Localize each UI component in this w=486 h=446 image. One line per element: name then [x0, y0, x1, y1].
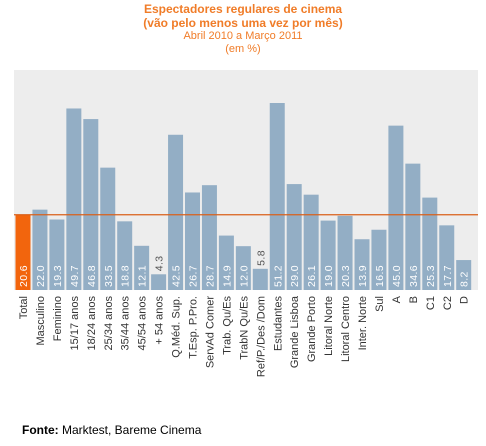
- value-label-6: 18.8: [120, 265, 132, 287]
- bar-25: [439, 225, 455, 290]
- bar-1: [32, 209, 48, 290]
- category-label-7: 45/54 anos: [137, 296, 149, 351]
- value-label-20: 13.9: [357, 265, 369, 287]
- value-label-13: 12.0: [238, 265, 250, 287]
- bar-12: [218, 235, 234, 290]
- value-label-15: 51.2: [272, 265, 284, 287]
- value-label-24: 25.3: [425, 265, 437, 287]
- value-label-10: 26.7: [188, 265, 200, 287]
- category-label-13: TrabN Qu/Es: [238, 296, 250, 360]
- category-label-21: Sul: [374, 296, 386, 312]
- value-label-9: 42.5: [171, 265, 183, 287]
- bar-17: [303, 194, 319, 290]
- category-label-26: D: [459, 296, 471, 304]
- category-label-18: Litoral Norte: [323, 296, 335, 356]
- category-label-22: A: [391, 295, 403, 303]
- category-label-16: Grande Lisboa: [289, 295, 301, 368]
- value-label-4: 46.8: [86, 265, 98, 287]
- value-label-11: 28.7: [204, 265, 216, 287]
- source-note: Fonte: Marktest, Bareme Cinema: [22, 423, 201, 437]
- value-label-22: 45.0: [391, 265, 403, 287]
- bar-16: [286, 184, 302, 290]
- bar-21: [371, 229, 387, 290]
- chart-period: Abril 2010 a Março 2011: [183, 30, 303, 42]
- category-label-10: T.Esp. P.Pro.: [188, 296, 200, 359]
- value-label-17: 26.1: [306, 265, 318, 287]
- category-label-17: Grande Porto: [306, 296, 318, 362]
- chart-title: Espectadores regulares de cinema: [143, 2, 343, 16]
- category-label-23: B: [408, 296, 420, 303]
- bar-chart: 20.6 Total 22.0 Masculino 19.3 Feminino 49.7 15…: [14, 70, 478, 377]
- bar-7: [134, 245, 150, 290]
- value-label-26: 8.2: [459, 271, 471, 287]
- bar-4: [83, 119, 99, 290]
- category-label-9: Q.Méd. Sup.: [171, 296, 183, 358]
- bar-5: [100, 167, 116, 290]
- category-label-20: Inter. Norte: [357, 296, 369, 350]
- category-label-25: C2: [442, 296, 454, 310]
- category-label-19: Litoral Centro: [340, 296, 352, 362]
- value-label-19: 20.3: [340, 265, 352, 287]
- category-label-3: 15/17 anos: [69, 296, 81, 351]
- value-label-12: 14.9: [221, 265, 233, 287]
- chart-titles: Espectadores regulares de cinema (vão pe…: [0, 2, 486, 56]
- value-label-14: 5.8: [255, 250, 267, 266]
- category-label-2: Feminino: [52, 296, 64, 341]
- bar-2: [49, 219, 65, 290]
- category-label-5: 25/34 anos: [103, 296, 115, 351]
- category-label-11: ServAd Comer: [204, 296, 216, 368]
- bar-0: [15, 214, 31, 290]
- bar-10: [185, 192, 200, 290]
- value-label-8: 4.3: [154, 255, 166, 271]
- bar-19: [337, 215, 353, 290]
- value-label-18: 19.0: [323, 265, 335, 287]
- value-label-21: 16.5: [374, 265, 386, 287]
- bar-13: [235, 246, 251, 290]
- value-label-7: 12.1: [137, 265, 149, 287]
- bar-23: [405, 163, 421, 290]
- value-label-25: 17.7: [442, 265, 454, 287]
- category-label-24: C1: [425, 296, 437, 310]
- category-label-8: + 54 anos: [154, 296, 166, 345]
- bar-22: [388, 125, 404, 290]
- bar-14: [252, 268, 268, 290]
- value-label-2: 19.3: [52, 265, 64, 287]
- category-label-0: Total: [18, 296, 30, 319]
- bar-24: [422, 197, 438, 290]
- value-label-5: 33.5: [103, 265, 115, 287]
- category-label-4: 18/24 anos: [86, 296, 98, 351]
- source-text: Marktest, Bareme Cinema: [62, 423, 202, 437]
- bar-3: [66, 108, 82, 290]
- category-label-1: Masculino: [35, 296, 47, 346]
- category-label-6: 35/44 anos: [120, 296, 132, 351]
- bar-20: [354, 239, 370, 290]
- value-label-1: 22.0: [35, 265, 47, 287]
- category-label-14: Ref/P./Des /Dom: [255, 296, 267, 377]
- bar-8: [151, 274, 167, 290]
- source-label: Fonte:: [22, 423, 59, 437]
- category-label-15: Estudantes: [272, 296, 284, 352]
- bar-9: [168, 134, 184, 290]
- bar-11: [201, 185, 217, 290]
- bar-6: [117, 221, 133, 290]
- chart-subtitle: (vão pelo menos uma vez por mês): [143, 16, 343, 30]
- chart-unit: (em %): [225, 43, 261, 55]
- bar-26: [456, 260, 472, 290]
- bar-18: [320, 220, 336, 290]
- value-label-0: 20.6: [18, 265, 30, 287]
- category-label-12: Trab. Qu/Es: [221, 296, 233, 355]
- value-label-3: 49.7: [69, 265, 81, 287]
- value-label-23: 34.6: [408, 265, 420, 287]
- bar-15: [269, 103, 285, 290]
- value-label-16: 29.0: [289, 265, 301, 287]
